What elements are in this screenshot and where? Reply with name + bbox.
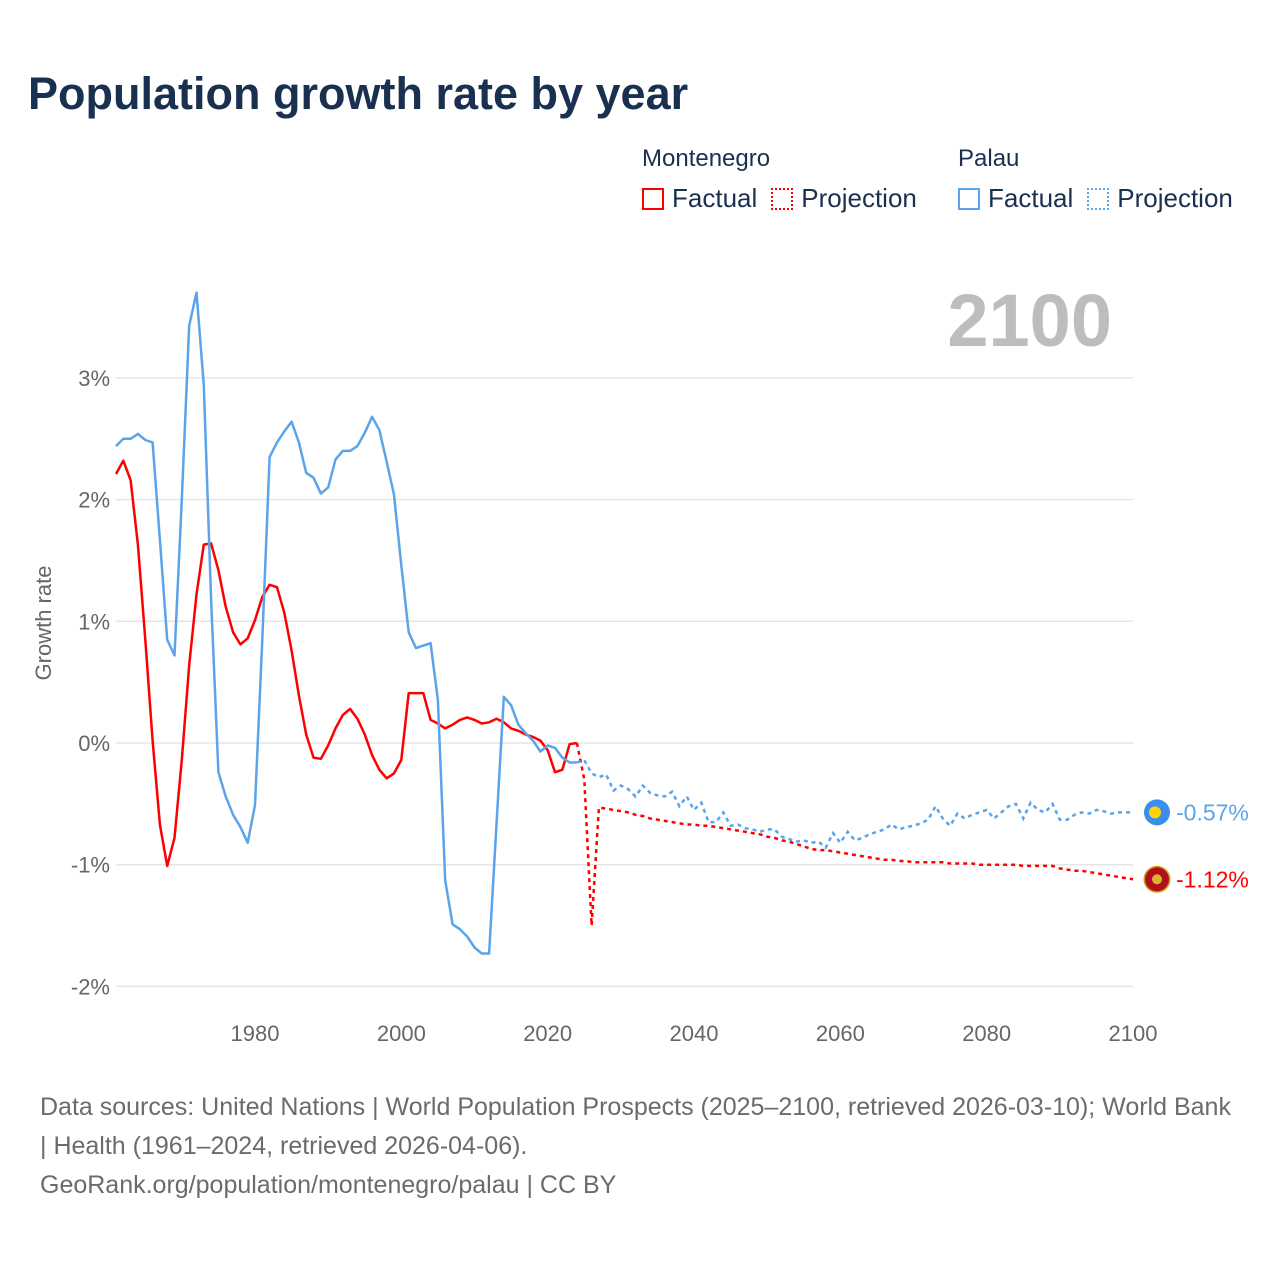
- legend-palau-projection[interactable]: Projection: [1087, 183, 1233, 214]
- y-axis-label: Growth rate: [31, 566, 56, 681]
- x-tick-label: 2100: [1109, 1021, 1158, 1046]
- current-year-label: 2100: [947, 279, 1112, 362]
- legend-country-label: Montenegro: [642, 145, 771, 172]
- palau-flag-moon-icon: [1149, 806, 1161, 819]
- montenegro-flag-emblem-icon: [1152, 874, 1162, 885]
- legend-montenegro-factual[interactable]: Factual: [642, 183, 757, 214]
- legend-montenegro: Montenegro Factual Projection: [642, 145, 931, 217]
- y-tick-label: 2%: [78, 488, 110, 513]
- y-tick-label: -2%: [71, 974, 110, 999]
- x-tick-label: 2040: [670, 1021, 719, 1046]
- legend-country-label: Palau: [958, 145, 1020, 172]
- montenegro-factual-line: [114, 459, 578, 868]
- x-tick-label: 2060: [816, 1021, 865, 1046]
- y-tick-label: 0%: [78, 731, 110, 756]
- palau-projection-line: [576, 758, 1133, 850]
- legend-montenegro-projection[interactable]: Projection: [771, 183, 917, 214]
- palau-end-label: -0.57%: [1176, 799, 1249, 825]
- legend-label: Projection: [1117, 183, 1233, 213]
- footer: Data sources: United Nations | World Pop…: [40, 1088, 1240, 1205]
- swatch-dotted-icon: [771, 187, 794, 210]
- montenegro-projection-line: [575, 742, 1134, 926]
- swatch-solid-icon: [958, 187, 980, 210]
- legend-label: Projection: [801, 183, 917, 213]
- legend-label: Factual: [988, 183, 1074, 213]
- montenegro-end-label: -1.12%: [1176, 866, 1249, 892]
- y-tick-label: -1%: [71, 853, 110, 878]
- legend-label: Factual: [672, 183, 758, 213]
- data-sources: Data sources: United Nations | World Pop…: [40, 1093, 1231, 1160]
- chart-title: Population growth rate by year: [28, 68, 689, 119]
- y-tick-label: 3%: [78, 366, 110, 391]
- x-tick-label: 1980: [231, 1021, 280, 1046]
- swatch-dotted-icon: [1087, 187, 1110, 210]
- swatch-solid-icon: [642, 187, 664, 210]
- x-tick-label: 2000: [377, 1021, 426, 1046]
- x-tick-label: 2020: [523, 1021, 572, 1046]
- x-tick-label: 2080: [962, 1021, 1011, 1046]
- palau-factual-line: [115, 291, 577, 955]
- y-tick-label: 1%: [78, 609, 110, 634]
- legend-palau-factual[interactable]: Factual: [958, 183, 1073, 214]
- legend-palau: Palau Factual Projection: [958, 145, 1247, 217]
- credit-link[interactable]: GeoRank.org/population/montenegro/palau …: [40, 1171, 617, 1199]
